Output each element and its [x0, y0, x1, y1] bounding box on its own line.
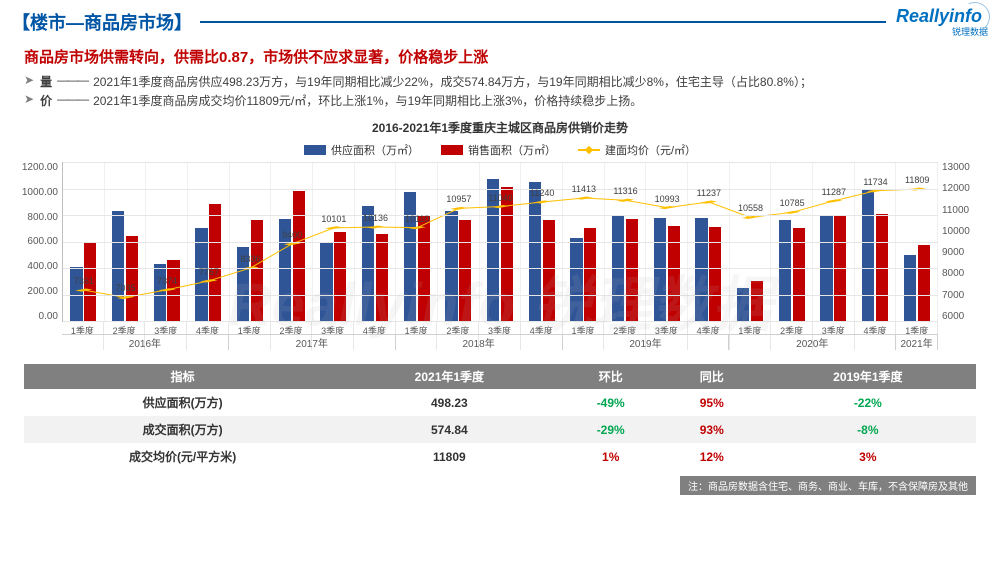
table-row: 成交均价(元/平方米)118091%12%3% [24, 443, 976, 470]
table-cell: 95% [664, 389, 760, 416]
table-header: 环比 [558, 364, 664, 389]
legend-sales: 销售面积（万㎡） [441, 142, 556, 158]
table-cell: 12% [664, 443, 760, 470]
bullet-icon: ➤ [24, 73, 34, 87]
table-cell: 498.23 [341, 389, 557, 416]
legend-label: 供应面积（万㎡） [331, 142, 419, 158]
bullet-list: ➤ 量 ——— 2021年1季度商品房供应498.23万方，与19年同期相比减少… [0, 71, 1000, 117]
legend-price: 建面均价（元/㎡） [578, 142, 696, 158]
bullet-lead: 价 [40, 92, 53, 109]
table-header: 2019年1季度 [760, 364, 976, 389]
chart-plot: 7361703573747767833694001010110136101101… [62, 162, 938, 322]
legend-supply: 供应面积（万㎡） [304, 142, 419, 158]
table-cell: 成交均价(元/平方米) [24, 443, 341, 470]
table-header-row: 指标2021年1季度环比同比2019年1季度 [24, 364, 976, 389]
legend-label: 建面均价（元/㎡） [605, 142, 696, 158]
table-cell: 574.84 [341, 416, 557, 443]
x-axis: 1季度2季度3季度4季度1季度2季度3季度4季度1季度2季度3季度4季度1季度2… [62, 322, 938, 350]
chart-legend: 供应面积（万㎡） 销售面积（万㎡） 建面均价（元/㎡） [0, 142, 1000, 158]
table-cell: -29% [558, 416, 664, 443]
table-header: 同比 [664, 364, 760, 389]
table-cell: 成交面积(万方) [24, 416, 341, 443]
swatch-icon [304, 145, 326, 155]
table-row: 供应面积(万方)498.23-49%95%-22% [24, 389, 976, 416]
table-cell: 1% [558, 443, 664, 470]
subtitle: 商品房市场供需转向，供需比0.87，市场供不应求显著，价格稳步上涨 [0, 40, 1000, 71]
chart-title: 2016-2021年1季度重庆主城区商品房供销价走势 [0, 119, 1000, 136]
bullet-dash: ——— [57, 73, 87, 87]
table-row: 成交面积(万方)574.84-29%93%-8% [24, 416, 976, 443]
title-divider [200, 21, 886, 23]
chart: 1200.001000.00800.00600.00400.00200.000.… [18, 162, 982, 350]
table-cell: 供应面积(万方) [24, 389, 341, 416]
table-cell: -49% [558, 389, 664, 416]
table-cell: -8% [760, 416, 976, 443]
y-axis-right: 130001200011000100009000800070006000 [938, 162, 982, 322]
table-cell: 3% [760, 443, 976, 470]
bullet-icon: ➤ [24, 92, 34, 106]
table-cell: 11809 [341, 443, 557, 470]
legend-label: 销售面积（万㎡） [468, 142, 556, 158]
swatch-icon [578, 149, 600, 151]
logo: Reallyinfo 锐理数据 [896, 6, 988, 38]
bullet-row: ➤ 量 ——— 2021年1季度商品房供应498.23万方，与19年同期相比减少… [24, 73, 980, 90]
bullet-dash: ——— [57, 92, 87, 106]
table-cell: 93% [664, 416, 760, 443]
bullet-row: ➤ 价 ——— 2021年1季度商品房成交均价11809元/㎡，环比上涨1%，与… [24, 92, 980, 109]
bullet-text: 2021年1季度商品房供应498.23万方，与19年同期相比减少22%，成交57… [93, 73, 812, 90]
summary-table: 指标2021年1季度环比同比2019年1季度 供应面积(万方)498.23-49… [24, 364, 976, 470]
table-header: 指标 [24, 364, 341, 389]
y-axis-left: 1200.001000.00800.00600.00400.00200.000.… [18, 162, 62, 322]
bullet-text: 2021年1季度商品房成交均价11809元/㎡，环比上涨1%，与19年同期相比上… [93, 92, 642, 109]
footnote: 注：商品房数据含住宅、商务、商业、车库，不含保障房及其他 [680, 476, 976, 495]
page-title: 【楼市—商品房市场】 [12, 9, 192, 35]
swatch-icon [441, 145, 463, 155]
bullet-lead: 量 [40, 73, 53, 90]
table-header: 2021年1季度 [341, 364, 557, 389]
table-cell: -22% [760, 389, 976, 416]
header: 【楼市—商品房市场】 Reallyinfo 锐理数据 [0, 0, 1000, 40]
table-body: 供应面积(万方)498.23-49%95%-22%成交面积(万方)574.84-… [24, 389, 976, 470]
